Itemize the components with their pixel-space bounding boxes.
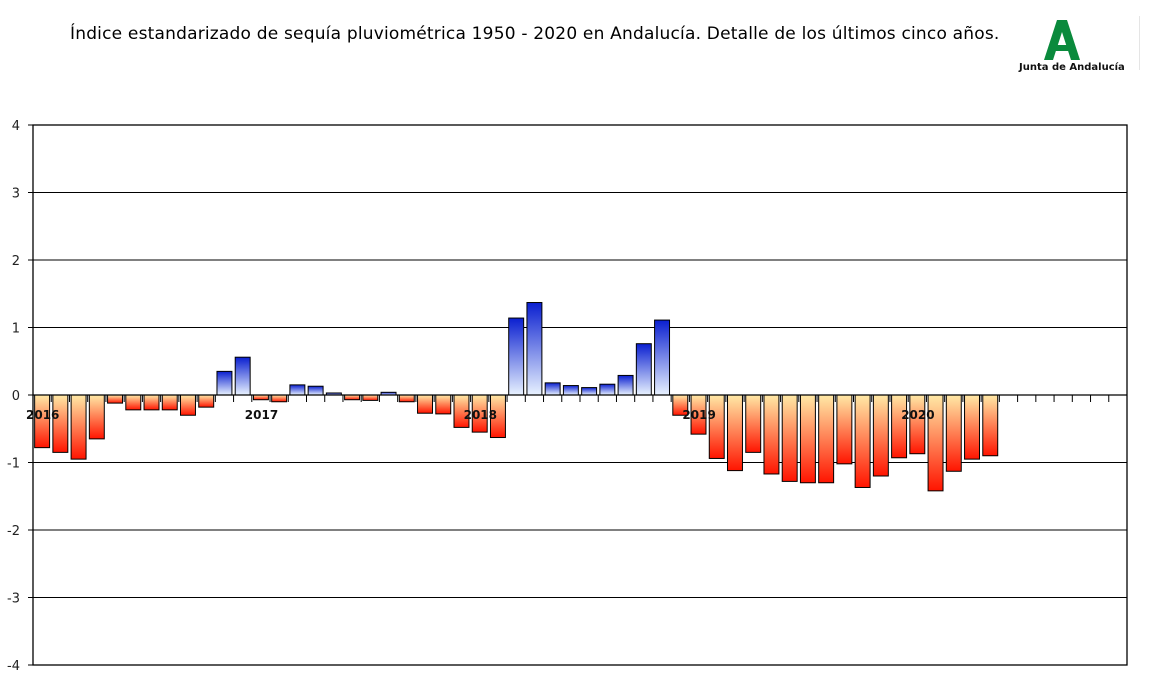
y-tick-label: 2: [12, 254, 20, 269]
y-tick-label: 4: [12, 119, 20, 134]
bar: [417, 394, 433, 414]
bar: [945, 394, 962, 472]
bar: [818, 394, 835, 484]
bar: [982, 394, 999, 457]
bar: [398, 394, 415, 403]
y-tick-labels: 4 3 2 1 0 -1 -2 -3 -4: [7, 119, 33, 674]
y-tick-label: 3: [12, 187, 20, 202]
bar: [964, 394, 980, 460]
bar: [307, 385, 324, 396]
bar: [836, 394, 853, 465]
plot-frame: [32, 124, 1128, 666]
bar: [125, 394, 142, 411]
bar: [635, 343, 652, 396]
year-label: 2016: [26, 408, 59, 422]
bar: [544, 382, 561, 396]
year-label: 2017: [245, 408, 278, 422]
bar: [799, 394, 816, 484]
bar: [708, 394, 725, 459]
y-tick-label: 1: [12, 322, 20, 337]
year-label: 2018: [464, 408, 497, 422]
bar: [854, 394, 871, 488]
bar: [891, 394, 908, 459]
year-label: 2019: [682, 408, 715, 422]
bar: [216, 370, 233, 396]
bar: [143, 394, 160, 411]
bar: [180, 394, 196, 416]
bar: [52, 394, 69, 453]
bar: [745, 394, 762, 453]
bar: [107, 394, 124, 404]
zero-axis: [32, 394, 1128, 402]
bar: [909, 394, 926, 455]
bar: [872, 394, 889, 477]
bar: [763, 394, 780, 475]
bar: [654, 319, 671, 396]
bar: [599, 383, 616, 396]
bar: [271, 394, 288, 403]
bar: [617, 374, 634, 396]
y-tick-label: -2: [7, 524, 20, 539]
year-label: 2020: [901, 408, 934, 422]
y-tick-label: -4: [7, 659, 20, 674]
bar: [435, 394, 452, 415]
bar: [781, 394, 798, 482]
bar: [161, 394, 178, 411]
y-tick-label: 0: [12, 389, 20, 404]
logo-text: Junta de Andalucía: [1019, 62, 1125, 73]
header-divider: [1139, 16, 1140, 70]
bar: [581, 387, 598, 396]
junta-de-andalucia-logo-icon: [1044, 20, 1080, 60]
y-tick-label: -1: [7, 457, 20, 472]
bar: [727, 394, 743, 472]
y-tick-label: -3: [7, 592, 20, 607]
bars: [34, 302, 999, 492]
bar: [88, 394, 105, 440]
bar: [198, 394, 215, 408]
year-labels: 2016 2017 2018 2019 2020: [26, 408, 935, 422]
bar: [344, 394, 361, 401]
bar: [289, 384, 306, 396]
bar: [562, 385, 579, 396]
bar: [252, 394, 269, 401]
chart-title: Índice estandarizado de sequía pluviomét…: [70, 24, 1000, 44]
bar: [508, 317, 525, 396]
logo-a-bar: [1050, 45, 1074, 51]
bar: [526, 302, 543, 396]
bar: [70, 394, 87, 460]
bar: [234, 356, 251, 396]
bar: [362, 394, 379, 401]
